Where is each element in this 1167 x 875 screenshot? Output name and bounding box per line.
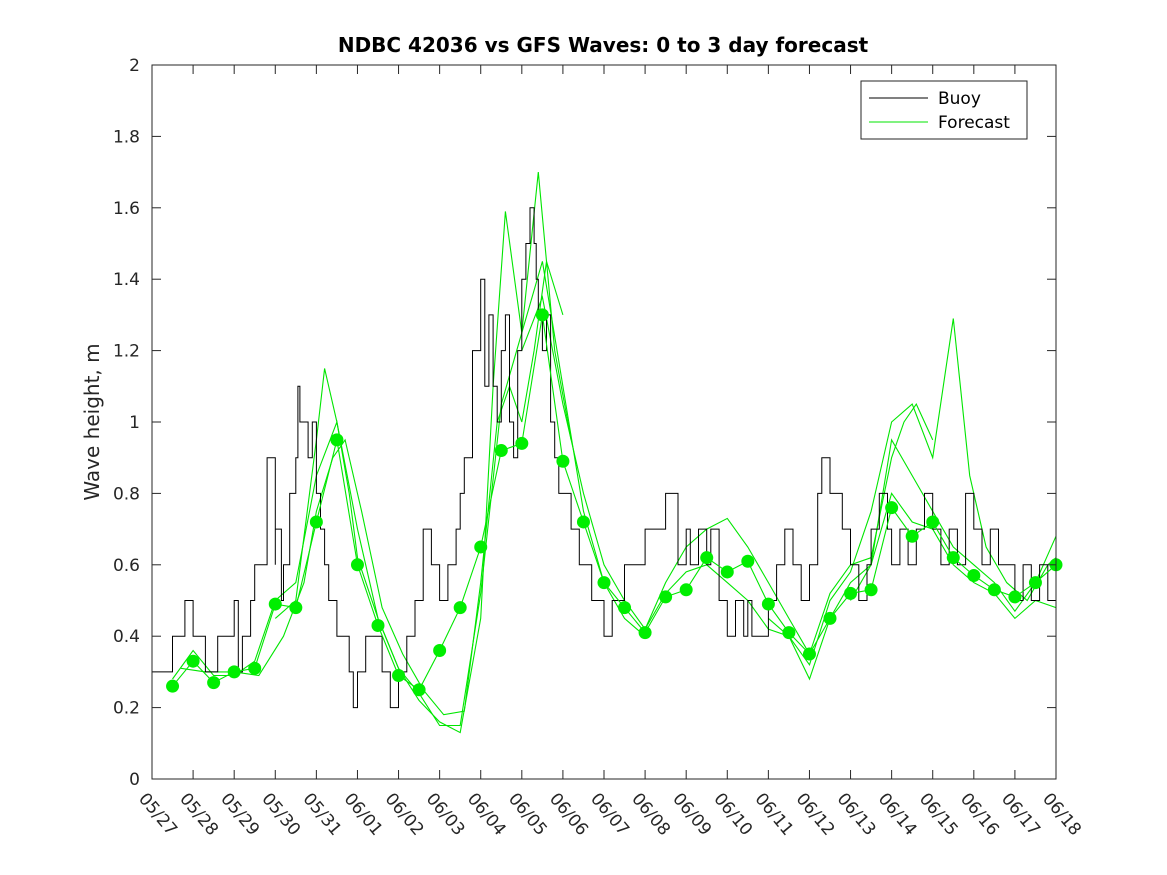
- forecast-point: [494, 444, 508, 458]
- forecast-point: [761, 597, 775, 611]
- y-tick-label: 0: [129, 770, 140, 790]
- forecast-point: [227, 665, 241, 679]
- forecast-point: [309, 515, 323, 529]
- forecast-point: [844, 586, 858, 600]
- forecast-point: [885, 501, 899, 515]
- legend-label-buoy: Buoy: [938, 89, 981, 109]
- forecast-point: [638, 626, 652, 640]
- forecast-point: [1008, 590, 1022, 604]
- forecast-run-line: [521, 295, 934, 656]
- y-axis-ticks: 0 0.2 0.4 0.6 0.8 1 1.2 1.4 1.6 1.8 2: [113, 56, 1056, 790]
- forecast-point: [864, 583, 878, 597]
- forecast-point: [289, 601, 303, 615]
- y-axis-label: Wave height, m: [80, 343, 104, 500]
- forecast-point: [659, 590, 673, 604]
- forecast-point: [186, 654, 200, 668]
- forecast-point: [350, 558, 364, 572]
- forecast-point: [618, 601, 632, 615]
- forecast-run-line: [768, 438, 1057, 681]
- forecast-point: [556, 454, 570, 468]
- buoy-series-line: [152, 207, 1056, 709]
- forecast-point: [371, 618, 385, 632]
- y-tick-label: 1.4: [113, 270, 140, 290]
- forecast-point: [268, 597, 282, 611]
- forecast-point: [987, 583, 1001, 597]
- forecast-point: [248, 661, 262, 675]
- y-tick-label: 0.4: [113, 627, 140, 647]
- buoy-line: [152, 207, 1056, 709]
- forecast-point: [926, 515, 940, 529]
- legend-box: [860, 80, 1028, 140]
- plot-area: [152, 65, 1056, 779]
- y-tick-label: 1.8: [113, 127, 140, 147]
- y-tick-label: 1.6: [113, 199, 140, 219]
- forecast-point: [905, 529, 919, 543]
- forecast-run-line: [644, 318, 1057, 667]
- forecast-point: [597, 576, 611, 590]
- forecast-run-line: [180, 261, 564, 716]
- forecast-markers: [166, 308, 1063, 697]
- legend: Buoy Forecast: [860, 80, 1028, 140]
- forecast-point: [1028, 576, 1042, 590]
- legend-label-forecast: Forecast: [938, 113, 1010, 133]
- forecast-point: [679, 583, 693, 597]
- forecast-point: [720, 565, 734, 579]
- forecast-point: [392, 668, 406, 682]
- forecast-point: [946, 551, 960, 565]
- forecast-point: [515, 436, 529, 450]
- forecast-run-line: [850, 492, 1057, 620]
- forecast-point: [700, 551, 714, 565]
- forecast-point: [741, 554, 755, 568]
- chart-title: NDBC 42036 vs GFS Waves: 0 to 3 day fore…: [338, 33, 869, 57]
- y-tick-label: 2: [129, 56, 140, 76]
- forecast-point: [535, 308, 549, 322]
- forecast-point: [166, 679, 180, 693]
- forecast-point: [802, 647, 816, 661]
- forecast-point: [967, 569, 981, 583]
- forecast-point: [433, 643, 447, 657]
- y-tick-label: 0.6: [113, 556, 140, 576]
- forecast-point: [782, 626, 796, 640]
- y-tick-label: 0.2: [113, 699, 140, 719]
- forecast-point: [412, 683, 426, 697]
- forecast-point: [453, 601, 467, 615]
- y-tick-label: 1.2: [113, 342, 140, 362]
- forecast-point: [474, 540, 488, 554]
- y-tick-label: 1: [129, 413, 140, 433]
- y-tick-label: 0.8: [113, 484, 140, 504]
- forecast-point: [823, 611, 837, 625]
- forecast-point: [207, 676, 221, 690]
- forecast-point: [330, 433, 344, 447]
- forecast-point: [576, 515, 590, 529]
